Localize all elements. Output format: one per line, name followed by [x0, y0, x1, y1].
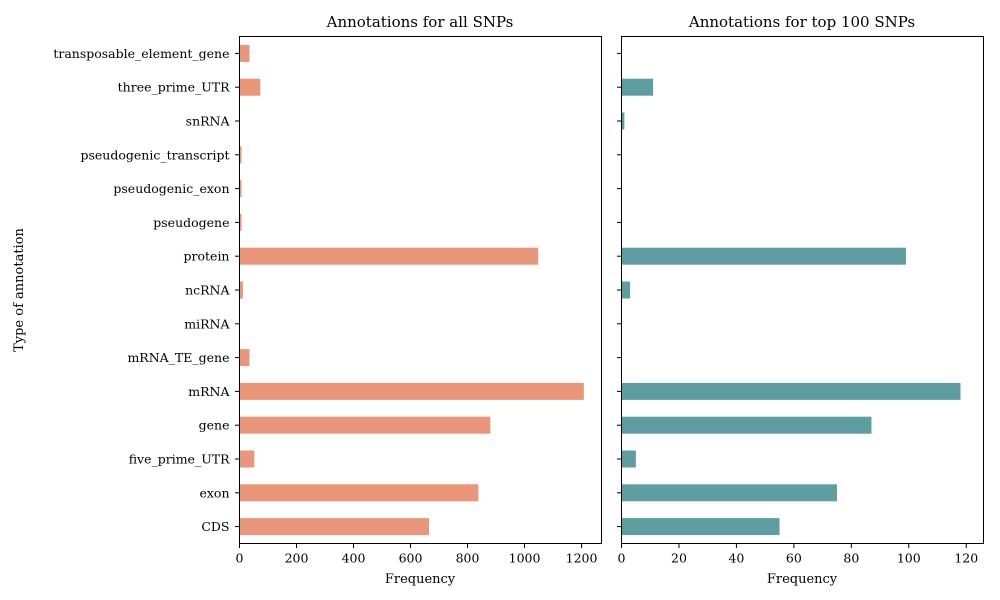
y-tick-label: five_prime_UTR: [129, 452, 230, 467]
x-tick-label: 1000: [509, 551, 541, 566]
y-tick-label: mRNA_TE_gene: [127, 350, 229, 365]
panel-top100-snps-bars: [621, 78, 961, 536]
panel-top100-snps-title: Annotations for top 100 SNPs: [688, 13, 915, 31]
panel-all-snps: Annotations for all SNPs Type of annotat…: [12, 13, 602, 587]
x-tick-label: 120: [954, 551, 978, 566]
x-tick-label: 800: [456, 551, 480, 566]
bar-pseudogenic-transcript: [239, 146, 242, 164]
panel-top100-snps-xlabel: Frequency: [767, 572, 838, 587]
x-tick-label: 400: [342, 551, 366, 566]
bar-pseudogenic-exon: [239, 180, 242, 198]
y-tick-label: protein: [184, 249, 230, 264]
bar-gene: [239, 416, 491, 434]
bar-snrna: [621, 112, 625, 130]
bar-protein: [239, 247, 539, 265]
panel-all-snps-bars: [239, 44, 584, 536]
y-tick-label: pseudogene: [153, 215, 229, 230]
y-tick-label: CDS: [201, 519, 229, 534]
bar-gene: [621, 416, 872, 434]
x-tick-label: 40: [728, 551, 744, 566]
panel-top100-snps: Annotations for top 100 SNPs Frequency 0…: [617, 13, 984, 587]
bar-exon: [239, 484, 479, 502]
panel-all-snps-frame: [239, 36, 602, 544]
panel-top100-snps-frame: [621, 36, 984, 544]
bar-ncrna: [239, 281, 243, 299]
x-tick-label: 1200: [566, 551, 598, 566]
bar-three-prime-utr: [621, 78, 654, 96]
bar-pseudogene: [239, 213, 242, 231]
y-tick-label: pseudogenic_transcript: [80, 147, 229, 162]
y-tick-label: miRNA: [184, 316, 230, 331]
x-tick-label: 60: [786, 551, 802, 566]
bar-mrna: [621, 382, 961, 400]
bar-exon: [621, 484, 837, 502]
panel-all-snps-x-ticks: 0 200 400 600 800 1000 1200: [236, 543, 598, 566]
y-tick-label: mRNA: [188, 384, 230, 399]
panel-top100-snps-x-ticks: 0 20 40 60 80 100 120: [618, 543, 978, 566]
x-tick-label: 0: [618, 551, 626, 566]
x-tick-label: 20: [671, 551, 687, 566]
bar-transposable-element-gene: [239, 44, 250, 62]
x-tick-label: 600: [399, 551, 423, 566]
x-tick-label: 200: [285, 551, 309, 566]
panel-all-snps-y-ticks: transposable_element_gene three_prime_UTR…: [53, 46, 240, 534]
y-tick-label: transposable_element_gene: [53, 46, 229, 61]
panel-all-snps-xlabel: Frequency: [385, 572, 456, 587]
y-tick-label: exon: [199, 485, 229, 500]
panel-all-snps-title: Annotations for all SNPs: [326, 13, 514, 31]
bar-five-prime-utr: [621, 450, 636, 468]
y-tick-label: snRNA: [186, 114, 231, 129]
bar-three-prime-utr: [239, 78, 261, 96]
y-tick-label: three_prime_UTR: [118, 80, 230, 95]
bar-cds: [239, 518, 430, 536]
x-tick-label: 80: [843, 551, 859, 566]
x-tick-label: 0: [236, 551, 244, 566]
bar-five-prime-utr: [239, 450, 255, 468]
bar-cds: [621, 518, 780, 536]
bar-mrna-te-gene: [239, 349, 250, 367]
y-tick-label: ncRNA: [185, 283, 230, 298]
y-tick-label: pseudogenic_exon: [113, 181, 229, 196]
panel-all-snps-ylabel: Type of annotation: [12, 227, 27, 351]
x-tick-label: 100: [897, 551, 921, 566]
y-tick-label: gene: [199, 418, 230, 433]
bar-ncrna: [621, 281, 631, 299]
panel-top100-snps-y-ticks: [617, 52, 622, 528]
bar-protein: [621, 247, 906, 265]
bar-mrna: [239, 382, 584, 400]
